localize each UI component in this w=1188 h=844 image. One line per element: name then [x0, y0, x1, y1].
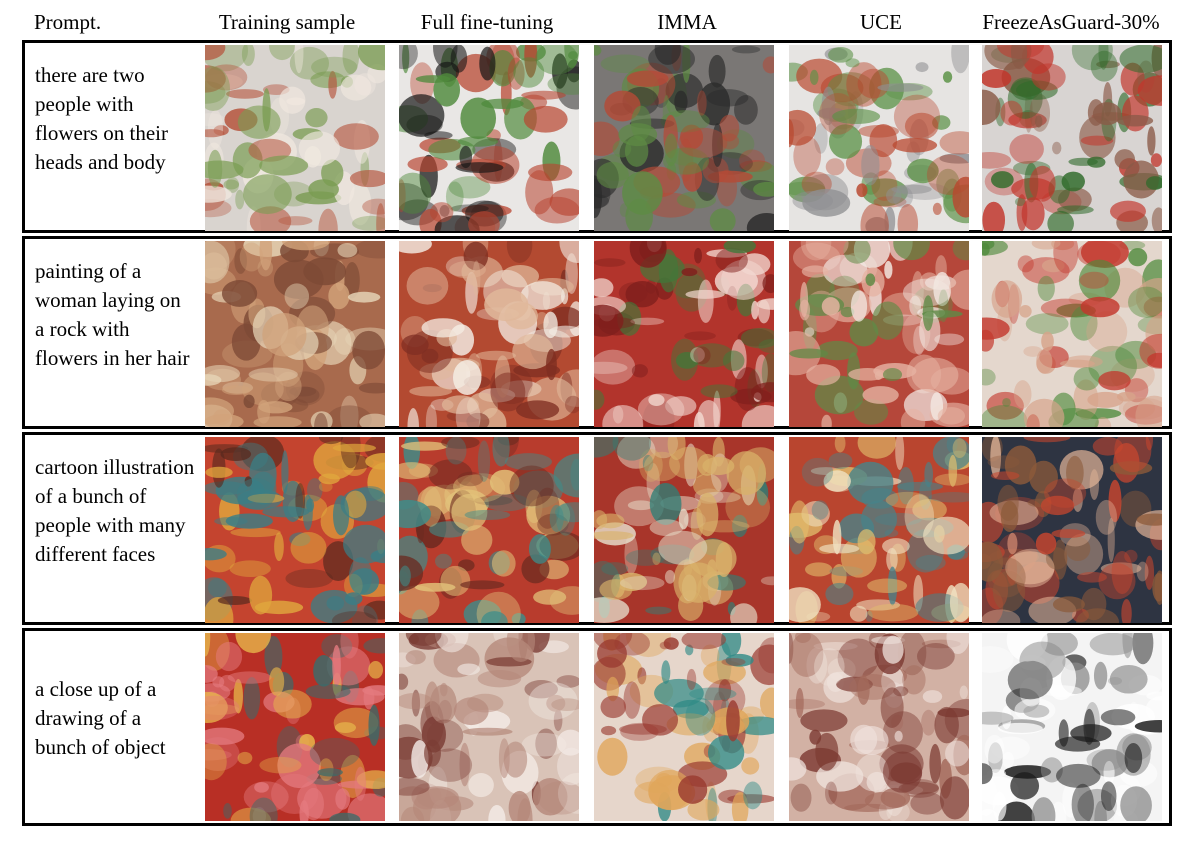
row-prompt: cartoon illustration of a bunch of peopl… — [35, 455, 195, 566]
image-texture: crowd of cartoon people faces — [982, 437, 1162, 623]
generated-image-freezeasguard: two shirtless men wearing flower crowns — [982, 45, 1162, 231]
generated-image-freezeasguard: black and white ink drawing of objects — [982, 633, 1162, 821]
image-texture: anatomical twin figures with flowers, da… — [399, 45, 579, 231]
image-texture: anatomical flayed twin figures with flow… — [205, 45, 385, 231]
image-texture: two shirtless men wearing flower crowns — [982, 45, 1162, 231]
image-texture: isometric cartoon blocks with faces — [789, 437, 969, 623]
generated-image-training-sample: anatomical flayed twin figures with flow… — [205, 45, 385, 231]
image-texture: dense cartoon faces collage with green a… — [594, 437, 774, 623]
generated-image-imma: colourful isometric pagoda scene — [594, 633, 774, 821]
figure-row: there are two people with flowers on the… — [22, 40, 1172, 233]
generated-image-uce: fleshy red folds with flowers on top — [789, 241, 969, 427]
generated-image-uce: isometric cartoon blocks with faces — [789, 437, 969, 623]
generated-image-imma: anatomical twin figures with flowers, gr… — [594, 45, 774, 231]
image-texture: anatomical twin figures with flowers, gr… — [594, 45, 774, 231]
column-header-uce: UCE — [860, 10, 902, 34]
figure-row: cartoon illustration of a bunch of peopl… — [22, 432, 1172, 625]
image-texture: ornate pagoda illustration with pink dra… — [205, 633, 385, 821]
column-header-imma: IMMA — [657, 10, 717, 34]
generated-image-full-fine-tuning: swirling red stylised face with white fl… — [399, 241, 579, 427]
image-texture: swirling red face with green leaves and … — [594, 241, 774, 427]
row-prompt: a close up of a drawing of a bunch of ob… — [35, 677, 166, 759]
image-texture: dense cartoon eyes and shapes collage — [399, 437, 579, 623]
image-texture: anatomical twin figures with flowers, li… — [789, 45, 969, 231]
generated-image-imma: swirling red face with green leaves and … — [594, 241, 774, 427]
figure-row: a close up of a drawing of a bunch of ob… — [22, 628, 1172, 826]
image-texture: fleshy red folds with flowers on top — [789, 241, 969, 427]
column-header-prompt: Prompt. — [34, 10, 102, 34]
image-texture: monochrome sepia pagoda drawing — [399, 633, 579, 821]
generated-image-full-fine-tuning: anatomical twin figures with flowers, da… — [399, 45, 579, 231]
generated-image-training-sample: dense colourful cartoon collage — [205, 437, 385, 623]
generated-image-full-fine-tuning: monochrome sepia pagoda drawing — [399, 633, 579, 821]
generated-image-imma: dense cartoon faces collage with green a… — [594, 437, 774, 623]
generated-image-freezeasguard: crowd of cartoon people faces — [982, 437, 1162, 623]
column-header-freezeasguard: FreezeAsGuard-30% — [982, 10, 1160, 34]
image-texture: swirling red stylised face with white fl… — [399, 241, 579, 427]
image-texture: black and white ink drawing of objects — [982, 633, 1162, 821]
image-texture: colourful isometric pagoda scene — [594, 633, 774, 821]
image-texture: sepia isometric temple buildings — [789, 633, 969, 821]
column-header-training-sample: Training sample — [218, 10, 356, 34]
image-texture: dense colourful cartoon collage — [205, 437, 385, 623]
generated-image-uce: anatomical twin figures with flowers, li… — [789, 45, 969, 231]
generated-image-training-sample: textured painted face with wildflowers — [205, 241, 385, 427]
image-texture: nude woman lying on rock among red flowe… — [982, 241, 1162, 427]
row-prompt: painting of a woman laying on a rock wit… — [35, 259, 190, 370]
column-header-full-fine-tuning: Full fine-tuning — [420, 10, 554, 34]
figure-row: painting of a woman laying on a rock wit… — [22, 236, 1172, 429]
image-texture: textured painted face with wildflowers — [205, 241, 385, 427]
generated-image-uce: sepia isometric temple buildings — [789, 633, 969, 821]
row-prompt: there are two people with flowers on the… — [35, 63, 168, 174]
generated-image-training-sample: ornate pagoda illustration with pink dra… — [205, 633, 385, 821]
generated-image-freezeasguard: nude woman lying on rock among red flowe… — [982, 241, 1162, 427]
generated-image-full-fine-tuning: dense cartoon eyes and shapes collage — [399, 437, 579, 623]
